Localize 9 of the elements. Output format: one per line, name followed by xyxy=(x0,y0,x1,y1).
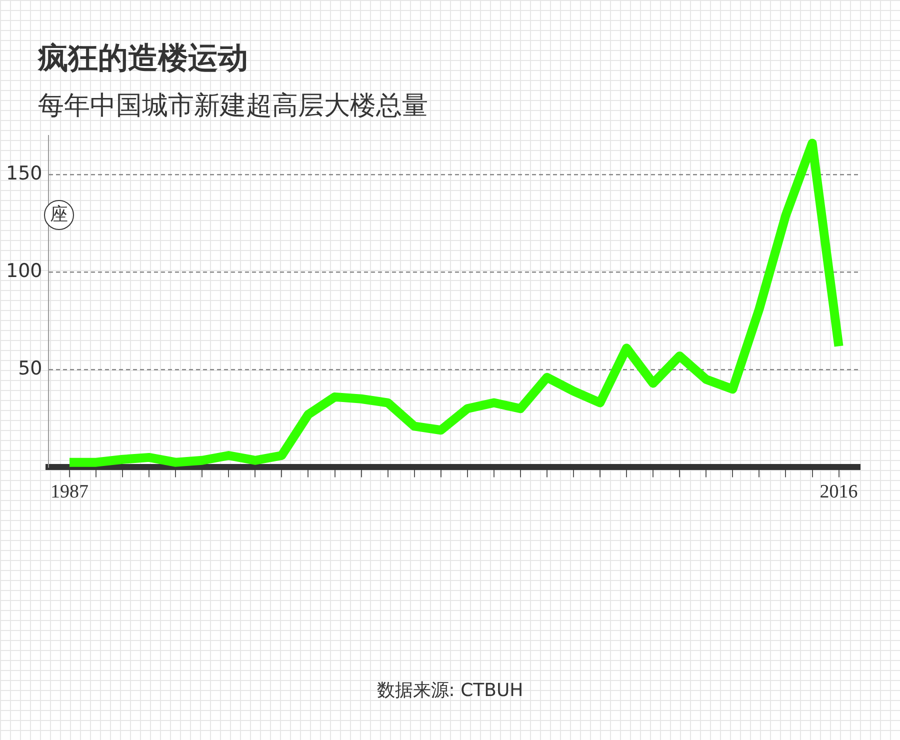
y-tick-label: 50 xyxy=(18,358,42,380)
y-tick-label: 100 xyxy=(6,260,42,282)
x-tick-label: 1987 xyxy=(50,482,88,503)
chart-subtitle: 每年中国城市新建超高层大楼总量 xyxy=(38,90,428,123)
x-tick-label: 2016 xyxy=(820,482,858,503)
y-tick-label: 150 xyxy=(6,162,42,184)
source-note: 数据来源: CTBUH xyxy=(376,679,524,702)
chart-title: 疯狂的造楼运动 xyxy=(38,40,248,78)
y-axis-title: 座 xyxy=(44,200,74,230)
